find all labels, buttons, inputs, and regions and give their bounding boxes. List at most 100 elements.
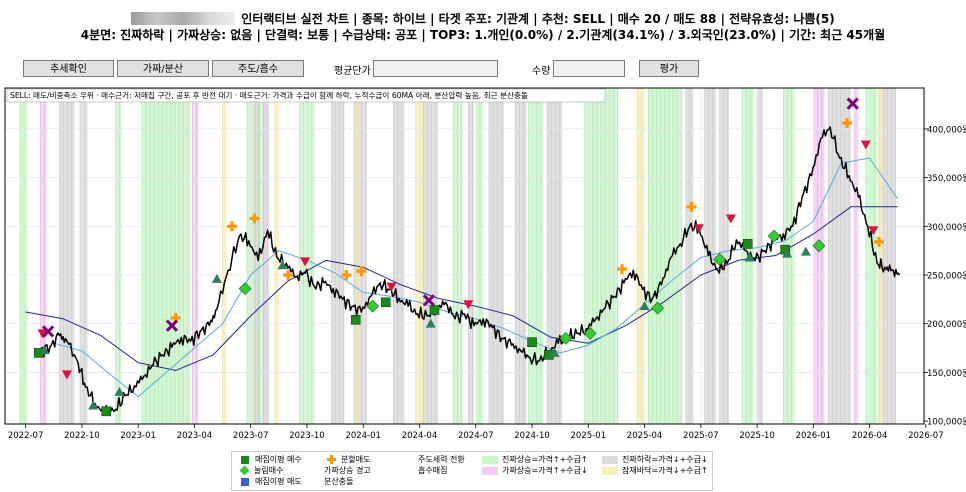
marker-high_buy (651, 301, 665, 315)
marker-leader_change (800, 246, 811, 256)
x-tick-label: 2022-10 (64, 431, 100, 441)
x-tick-label: 2024-01 (345, 431, 381, 441)
marker-split_sell (226, 221, 237, 232)
band-potential_bottom (878, 88, 883, 424)
marker-leader_change (39, 344, 50, 354)
avg-price-input[interactable] (373, 60, 498, 77)
marker-split_sell (249, 213, 260, 224)
x-tick-label: 2026-07 (908, 431, 944, 441)
band-real_up (115, 88, 122, 424)
band-fake_up (813, 88, 825, 424)
band-real_up (648, 88, 683, 424)
band-fake_up (263, 88, 268, 424)
chart-title-line-2: 4분면: 진짜하락 | 가짜상승: 없음 | 단결력: 보통 | 수급상태: 공… (80, 28, 886, 42)
marker-split_sell (341, 269, 352, 280)
legend-item-absorb: 흡수매집 (418, 465, 447, 476)
x-tick-label: 2023-04 (177, 431, 213, 441)
evaluate-button[interactable]: 평가 (639, 60, 699, 77)
title-text-1: 인터랙티브 실전 차트 | 종목: 하이브 | 타겟 주포: 기관계 | 추천:… (241, 12, 835, 26)
signal-markers (33, 97, 884, 417)
marker-high_buy (812, 239, 826, 253)
legend-swatch (239, 465, 250, 476)
legend-item-fake_rise_warn: 가짜상승 경고 (324, 465, 371, 476)
legend-item-split_sell: 분할매도 (324, 454, 370, 465)
marker-accum_buy (527, 337, 537, 347)
x-tick-label: 2026-04 (852, 431, 888, 441)
legend-swatch (327, 455, 336, 464)
marker-accum_buy (429, 305, 440, 315)
y-tick-label: 300,000원 (927, 223, 966, 233)
marker-fake_rise_warn (37, 329, 48, 339)
y-tick-label: 200,000원 (927, 320, 966, 330)
legend-swatch (241, 455, 249, 464)
legend-label: 진짜하락=가격↓+수급↓ (622, 455, 708, 464)
marker-fake_rise_warn (868, 226, 879, 236)
y-tick-label: 350,000원 (927, 174, 966, 184)
marker-leader_change (425, 318, 436, 328)
band-real_down (423, 88, 439, 424)
marker-fake_rise_warn (300, 257, 311, 267)
legend-swatch (602, 466, 618, 475)
x-tick-label: 2022-07 (8, 431, 44, 441)
band-real_down (719, 88, 729, 424)
band-real_down (488, 88, 504, 424)
chart-legend: 매집이평 매수 분할매도 주도세력 전환 진짜상승=가격↑+수급↑ 진짜하락=가격↓+수… (231, 451, 713, 491)
marker-split_sell (842, 118, 853, 129)
legend-label: 진짜상승=가격↑+수급↑ (502, 455, 588, 464)
price-chart[interactable]: 100,000원 150,000원 200,000원 250,000원 300,000원… (0, 86, 966, 448)
marker-high_buy (366, 299, 380, 313)
band-potential_bottom (637, 88, 645, 424)
legend-swatch (482, 455, 498, 464)
marker-leader_change (782, 248, 793, 258)
band-fake_up (40, 88, 47, 424)
toolbar: 추세확인 가짜/분산 주도/흡수 평균단가 수량 평가 (0, 60, 966, 80)
band-potential_bottom (355, 88, 360, 424)
legend-label: 주도세력 전환 (418, 455, 465, 464)
band-potential_bottom (222, 88, 227, 424)
band-real_down (547, 88, 563, 424)
signal-bands (19, 88, 896, 424)
x-tick-label: 2024-10 (514, 431, 550, 441)
band-real_down (80, 88, 88, 424)
band-real_down (331, 88, 345, 424)
legend-swatch (482, 466, 498, 475)
marker-split_sell (356, 266, 367, 277)
x-tick-label: 2025-10 (739, 431, 775, 441)
legend-label: 흡수매집 (418, 466, 448, 475)
band-real_up (584, 88, 619, 424)
qty-input[interactable] (553, 60, 625, 77)
marker-fake_rise_warn (463, 300, 474, 310)
marker-high_buy (583, 327, 597, 340)
band-real_up (528, 88, 544, 424)
marker-accum_buy (380, 297, 391, 308)
marker-split_sell (873, 236, 884, 247)
legend-item-fake_up: 가짜상승=가격↑+수급↓ (482, 465, 588, 476)
marker-dist_surge (846, 97, 859, 110)
legend-swatch (241, 477, 249, 486)
marker-fake_rise_warn (693, 224, 704, 234)
real-fake-button[interactable]: 가짜/분산 (117, 60, 209, 77)
legend-swatch (602, 455, 618, 464)
annotation-box: SELL: 매도/비중축소 우위 · 매수근거: 저매집 구간, 공포 후 반전… (6, 88, 606, 103)
marker-leader_change (211, 273, 222, 283)
series-가격 (39, 126, 901, 417)
marker-fake_rise_warn (61, 370, 72, 380)
marker-fake_rise_warn (860, 140, 871, 150)
marker-fake_rise_warn (725, 214, 736, 224)
legend-label: 잠재바닥=가격↓+수급↑ (622, 466, 708, 475)
legend-label: 매집이평 매도 (255, 477, 302, 486)
band-real_down (757, 88, 763, 424)
marker-high_buy (713, 252, 726, 266)
marker-fake_rise_warn (386, 282, 397, 292)
lead-absorb-button[interactable]: 주도/흡수 (212, 60, 304, 77)
band-fake_up (192, 88, 199, 424)
marker-dist_surge (165, 319, 179, 332)
legend-label: 가짜상승=가격↑+수급↓ (502, 466, 588, 475)
band-real_down (468, 88, 474, 424)
trend-check-button[interactable]: 추세확인 (23, 60, 114, 77)
legend-label: 분할매도 (341, 455, 371, 464)
redacted-logo (131, 12, 236, 25)
annotation-text: SELL: 매도/비중축소 우위 · 매수근거: 저매집 구간, 공포 후 반전… (10, 90, 528, 100)
band-real_down (515, 88, 527, 424)
x-tick-label: 2023-10 (289, 431, 325, 441)
